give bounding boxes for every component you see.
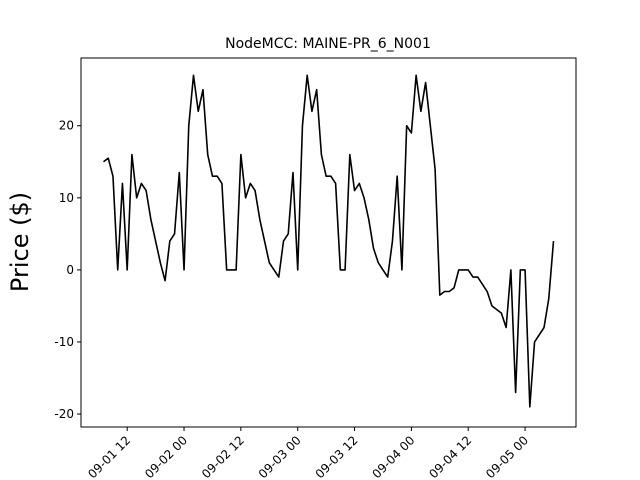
price-line	[103, 74, 555, 408]
plot-frame	[80, 57, 577, 428]
y-tick-label: 0	[66, 263, 74, 277]
y-tick-label: -20	[54, 407, 74, 421]
y-tick-label: 10	[59, 191, 74, 205]
y-tick-label: -10	[54, 335, 74, 349]
y-axis-label: Price ($)	[6, 192, 34, 292]
chart-title: NodeMCC: MAINE-PR_6_N001	[225, 36, 431, 52]
y-tick-label: 20	[59, 119, 74, 133]
